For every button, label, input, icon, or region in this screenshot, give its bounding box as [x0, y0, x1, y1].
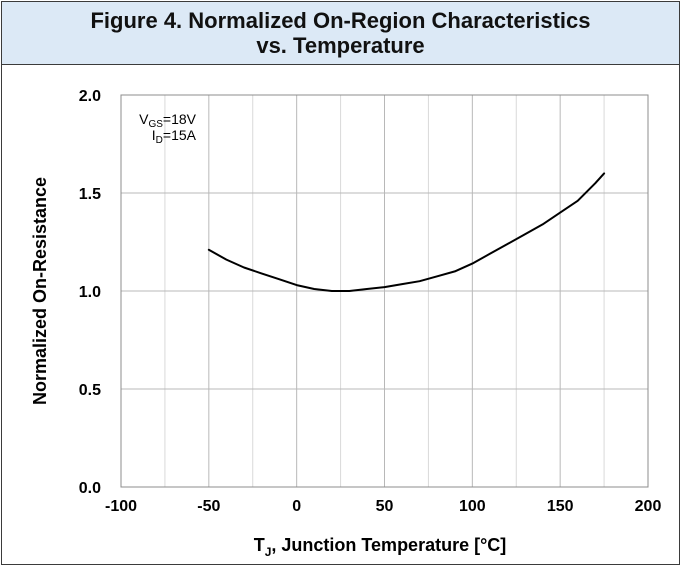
x-tick-label: 0	[292, 498, 301, 515]
grid	[120, 94, 649, 488]
annotation-id-main: I	[152, 127, 156, 143]
x-axis-title: TJ, Junction Temperature [°C]	[254, 535, 507, 559]
x-axis-title-main: T	[254, 535, 265, 555]
annotation-vgs-main: V	[139, 111, 149, 127]
x-tick-label: 50	[376, 498, 394, 515]
annotation-id: ID=15A	[152, 127, 197, 146]
chart-title-line-2: vs. Temperature	[256, 33, 425, 58]
x-tick-label: 150	[547, 498, 574, 515]
series-layer	[207, 172, 606, 292]
x-tick-label: -100	[105, 498, 137, 515]
annotation-vgs-sub: GS	[148, 119, 163, 130]
annotation-id-rest: =15A	[163, 127, 197, 143]
x-axis-title-sub: J	[265, 545, 272, 559]
x-tick-labels: -100 -50 0 50 100 150 200	[105, 498, 661, 515]
y-axis-title: Normalized On-Resistance	[30, 177, 50, 405]
y-tick-label: 2.0	[79, 88, 101, 105]
y-tick-labels: 0.0 0.5 1.0 1.5 2.0	[79, 88, 101, 497]
x-tick-label: -50	[197, 498, 220, 515]
x-tick-label: 200	[635, 498, 662, 515]
figure-header: Figure 4. Normalized On-Region Character…	[2, 2, 679, 65]
annotation-vgs: VGS=18V	[139, 111, 197, 130]
chart-title-line-1: Figure 4. Normalized On-Region Character…	[90, 8, 591, 33]
y-tick-label: 1.5	[79, 186, 101, 203]
y-tick-label: 1.0	[79, 284, 101, 301]
annotation-id-sub: D	[156, 135, 163, 146]
y-tick-label: 0.0	[79, 480, 101, 497]
x-tick-label: 100	[459, 498, 486, 515]
series-line	[207, 172, 606, 292]
annotation-vgs-rest: =18V	[163, 111, 197, 127]
y-tick-label: 0.5	[79, 382, 101, 399]
plot-area	[120, 94, 649, 488]
x-axis-title-rest: , Junction Temperature [°C]	[271, 535, 506, 555]
